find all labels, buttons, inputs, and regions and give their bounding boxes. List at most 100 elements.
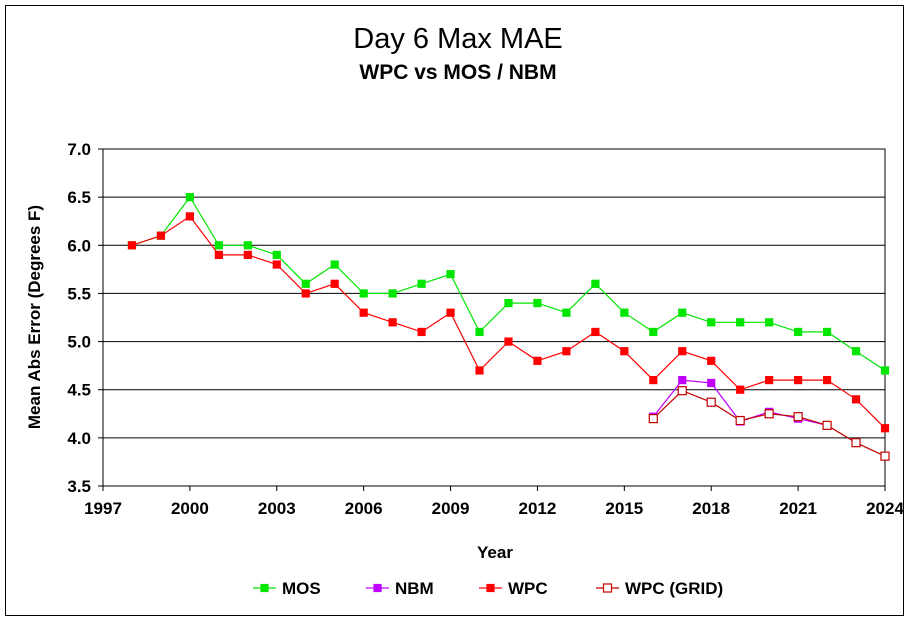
data-point <box>330 260 339 269</box>
legend-swatch-marker <box>373 583 382 593</box>
y-axis: 7.0 6.5 6.0 5.5 5.0 4.5 4.0 3.5 <box>67 140 103 496</box>
data-point <box>417 279 426 288</box>
data-point <box>620 347 629 356</box>
legend-item: NBM <box>366 579 434 598</box>
y-tick-label: 3.5 <box>67 477 91 496</box>
data-point <box>127 241 137 250</box>
chart-title: Day 6 Max MAE <box>353 23 563 55</box>
data-point <box>504 337 513 346</box>
data-point <box>794 327 803 337</box>
data-point <box>301 289 310 298</box>
data-point <box>735 415 745 426</box>
x-tick-label: 2015 <box>605 499 643 518</box>
legend-item: MOS <box>253 579 321 598</box>
x-tick-label: 2012 <box>519 499 557 518</box>
y-tick-label: 5.5 <box>67 284 91 303</box>
data-point <box>707 356 716 365</box>
data-point <box>475 327 484 337</box>
data-point <box>446 308 455 317</box>
data-point <box>707 318 716 327</box>
data-point <box>243 250 252 260</box>
legend-item: WPC (GRID) <box>596 579 723 598</box>
data-point <box>388 289 397 298</box>
data-point <box>765 375 774 385</box>
data-point <box>764 409 774 419</box>
data-point <box>678 375 687 385</box>
data-point <box>359 308 368 317</box>
data-point <box>707 378 716 388</box>
chart-subtitle: WPC vs MOS / NBM <box>359 61 556 84</box>
data-point <box>677 386 687 396</box>
legend-item: WPC <box>479 579 548 598</box>
x-tick-label: 2021 <box>779 499 817 518</box>
data-point <box>533 298 542 308</box>
data-point <box>388 318 397 327</box>
data-point <box>330 279 339 288</box>
y-axis-label: Mean Abs Error (Degrees F) <box>25 205 44 429</box>
y-tick-label: 4.5 <box>67 381 91 400</box>
data-point <box>822 327 832 337</box>
data-point <box>736 385 745 394</box>
y-tick-label: 5.0 <box>67 333 91 352</box>
data-point <box>185 212 194 221</box>
x-tick-label: 2018 <box>692 499 730 518</box>
data-point <box>649 375 658 385</box>
x-tick-label: 2000 <box>171 499 209 518</box>
x-axis: 1997 2000 2003 2006 2009 2012 2015 2018 2021 2024 <box>84 486 904 518</box>
data-point <box>591 279 600 288</box>
data-point <box>562 347 571 356</box>
data-point <box>649 327 658 337</box>
x-tick-label: 2009 <box>432 499 470 518</box>
legend-swatch-marker <box>602 583 613 593</box>
data-point <box>678 347 687 356</box>
y-tick-label: 6.5 <box>67 188 91 207</box>
y-tick-label: 6.0 <box>67 236 91 255</box>
data-point <box>562 308 571 317</box>
series-line <box>652 389 886 457</box>
series-wpc <box>127 212 890 433</box>
series-wpc-grid <box>648 386 890 461</box>
data-point <box>214 250 223 260</box>
series-mos <box>127 193 890 375</box>
data-point <box>417 327 426 337</box>
data-point <box>272 260 281 269</box>
series-group <box>127 193 890 461</box>
x-tick-label: 2024 <box>866 499 904 518</box>
data-point <box>243 241 252 250</box>
data-point <box>880 366 890 375</box>
data-point <box>736 318 745 327</box>
data-point <box>678 308 687 317</box>
data-point <box>851 395 861 404</box>
data-point <box>706 397 716 407</box>
data-point <box>533 356 542 365</box>
data-point <box>156 231 166 240</box>
legend-label: NBM <box>395 579 434 598</box>
legend: MOS NBM WPC WPC (GRID) <box>253 579 723 598</box>
data-point <box>185 193 194 202</box>
data-point <box>446 270 455 279</box>
legend-label: MOS <box>282 579 321 598</box>
data-point <box>765 318 774 327</box>
data-point <box>880 451 890 461</box>
data-point <box>794 375 803 385</box>
data-point <box>591 327 600 337</box>
data-point <box>648 414 658 424</box>
legend-swatch-marker <box>486 583 495 593</box>
data-point <box>620 308 629 317</box>
data-point <box>504 298 513 308</box>
legend-label: WPC (GRID) <box>625 579 723 598</box>
x-tick-label: 2003 <box>258 499 296 518</box>
y-tick-label: 7.0 <box>67 140 91 159</box>
y-tick-label: 4.0 <box>67 429 91 448</box>
x-axis-label: Year <box>477 543 513 562</box>
x-tick-label: 1997 <box>84 499 122 518</box>
legend-label: WPC <box>508 579 548 598</box>
data-point <box>851 347 861 356</box>
x-tick-label: 2006 <box>345 499 383 518</box>
plot-area <box>102 148 886 487</box>
data-point <box>822 375 832 385</box>
chart-frame <box>5 5 904 616</box>
data-point <box>272 250 281 260</box>
data-point <box>301 279 310 288</box>
